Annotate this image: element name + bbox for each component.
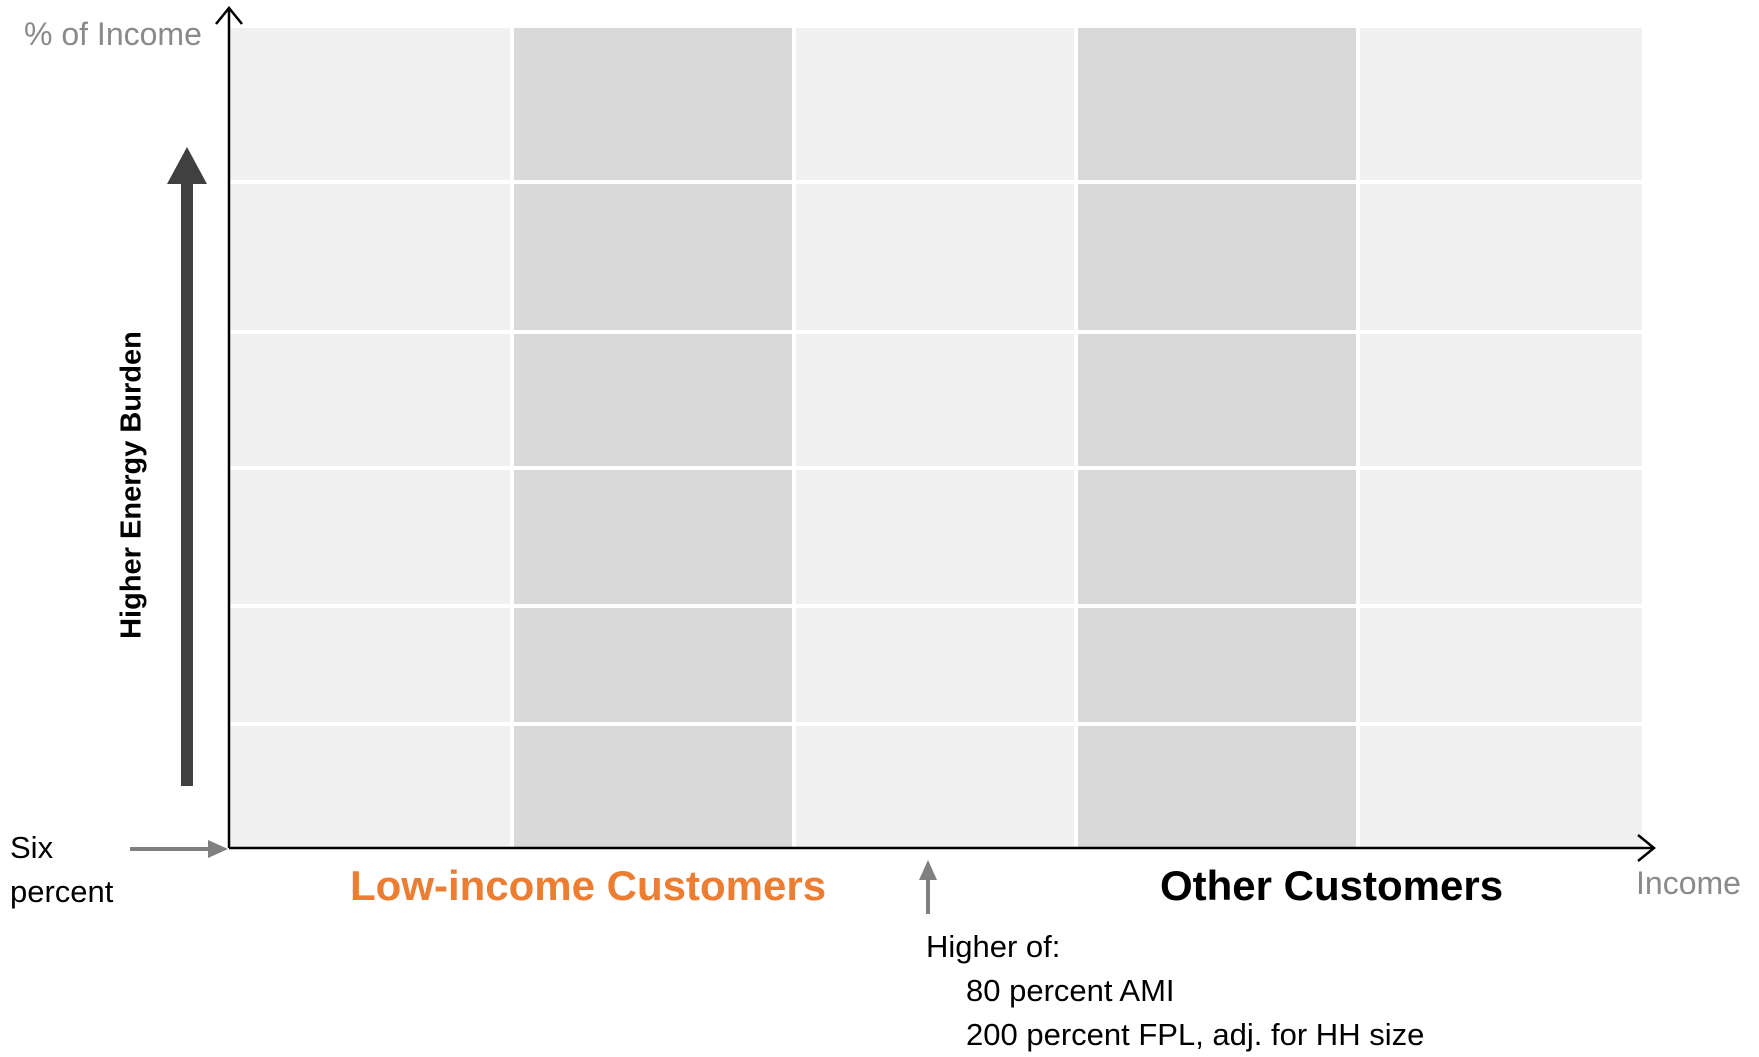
grid-cell [1078, 608, 1356, 722]
six-percent-arrow-head [208, 840, 228, 858]
grid-cell [229, 184, 510, 330]
threshold-criterion-ami: 80 percent AMI [966, 973, 1175, 1008]
grid-cell [514, 470, 792, 604]
grid-cell [229, 726, 510, 848]
threshold-arrow-head [919, 860, 937, 880]
x-axis-arrowhead [1637, 834, 1656, 862]
grid-cell [1078, 470, 1356, 604]
threshold-heading: Higher of: [926, 929, 1061, 964]
grid-cell [1360, 470, 1642, 604]
grid-cell [514, 184, 792, 330]
grid-cell [229, 470, 510, 604]
higher-burden-arrow-shaft [181, 180, 193, 786]
axes [215, 6, 1656, 862]
grid-cell [1078, 726, 1356, 848]
threshold-criterion-fpl: 200 percent FPL, adj. for HH size [966, 1017, 1425, 1052]
grid-cell [1360, 334, 1642, 466]
grid-cell [514, 334, 792, 466]
y-axis-arrowhead [215, 6, 243, 25]
grid-cell [1360, 608, 1642, 722]
grid-cell [796, 334, 1074, 466]
grid-cell [1078, 28, 1356, 180]
grid-cell [1360, 184, 1642, 330]
grid-cell [796, 28, 1074, 180]
x-axis-label: Income [1636, 865, 1741, 901]
grid-cell [229, 334, 510, 466]
higher-energy-burden-label: Higher Energy Burden [115, 331, 148, 639]
grid-cell [514, 726, 792, 848]
grid-cell [229, 28, 510, 180]
higher-burden-arrow [167, 147, 207, 786]
grid-cell [1078, 334, 1356, 466]
grid-cells [229, 28, 1642, 848]
higher-burden-arrow-head [167, 147, 207, 184]
grid-cell [514, 608, 792, 722]
y-axis-label: % of Income [24, 16, 202, 52]
other-customers-label: Other Customers [1160, 862, 1504, 909]
grid-cell [514, 28, 792, 180]
six-percent-arrow [130, 840, 228, 858]
income-threshold-note: Higher of: 80 percent AMI 200 percent FP… [926, 925, 1424, 1057]
grid-cell [796, 184, 1074, 330]
grid-cell [796, 470, 1074, 604]
grid-cell [796, 726, 1074, 848]
grid-cell [1360, 28, 1642, 180]
grid-cell [796, 608, 1074, 722]
six-percent-label: Six percent [10, 830, 114, 909]
low-income-customers-label: Low-income Customers [350, 862, 827, 909]
grid-cell [229, 608, 510, 722]
grid-cell [1360, 726, 1642, 848]
grid-cell [1078, 184, 1356, 330]
threshold-arrow [919, 860, 937, 914]
